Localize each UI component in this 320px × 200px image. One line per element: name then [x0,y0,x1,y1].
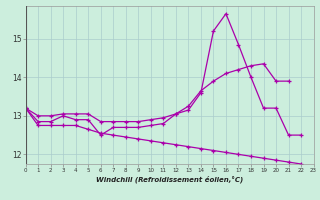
X-axis label: Windchill (Refroidissement éolien,°C): Windchill (Refroidissement éolien,°C) [96,176,243,183]
